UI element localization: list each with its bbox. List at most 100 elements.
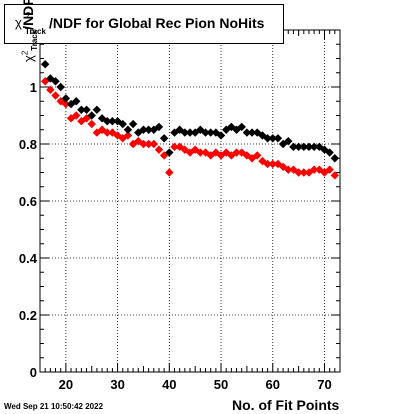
x-axis-label: No. of Fit Points (232, 397, 340, 413)
red-series-point (97, 125, 107, 134)
red-series-point (46, 85, 55, 95)
red-series-point (330, 171, 340, 180)
red-series-point (304, 168, 314, 177)
red-series-point (72, 111, 81, 120)
black-series-point (103, 117, 112, 126)
black-series-point (159, 134, 169, 143)
red-series-point (40, 77, 50, 86)
black-series-point (87, 111, 96, 120)
black-series-point (123, 125, 133, 134)
black-series-point (82, 105, 91, 114)
black-series-point (289, 142, 298, 152)
x-tick-label: 40 (162, 377, 176, 392)
red-series-point (268, 159, 277, 169)
black-series-point (170, 128, 179, 137)
title-chi-symbol: χ (15, 15, 22, 30)
red-series-point (139, 139, 148, 149)
black-series-point (165, 148, 174, 157)
red-series-point (309, 165, 319, 174)
red-series-point (154, 145, 164, 154)
y-tick-label: 0.8 (19, 137, 37, 152)
black-series-point (144, 125, 153, 134)
red-series-point (196, 148, 205, 157)
black-series-point (77, 105, 86, 114)
y-tick-label: 0.2 (19, 308, 37, 323)
black-series-point (263, 134, 272, 143)
red-series-point (123, 131, 133, 140)
red-series-point (87, 119, 96, 129)
red-series-point (170, 142, 179, 152)
ylabel-subscript: Track (29, 29, 39, 51)
black-series-point (113, 117, 122, 126)
ylabel-chi-symbol: χ (21, 55, 36, 62)
red-series-point (51, 91, 60, 100)
red-series-point (253, 151, 262, 160)
black-series-point (61, 94, 71, 103)
black-series-point (325, 148, 334, 157)
x-tick-label: 20 (59, 377, 73, 392)
black-series-point (216, 131, 226, 140)
black-series-point (309, 142, 319, 152)
black-series-point (175, 125, 184, 134)
black-series-point (273, 134, 283, 143)
black-series-point (299, 142, 308, 152)
black-series-point (108, 117, 117, 126)
chart-title: /NDF for Global Rec Pion NoHits (49, 15, 265, 31)
timestamp-label: Wed Sep 21 10:50:42 2022 (4, 402, 104, 411)
black-series-point (247, 128, 257, 137)
black-series-point (201, 128, 210, 137)
red-series-point (56, 97, 65, 106)
ylabel-superscript: 2 (20, 50, 30, 56)
black-series-point (294, 142, 303, 152)
black-series-point (139, 125, 148, 134)
black-series-point (92, 105, 102, 114)
red-series-point (144, 139, 153, 149)
red-series-point (320, 168, 329, 177)
x-tick-label: 50 (214, 377, 228, 392)
red-series-point (232, 148, 241, 157)
black-series-point (128, 119, 138, 129)
red-series-point (61, 99, 71, 109)
black-series-point (268, 134, 277, 143)
red-series-point (247, 154, 257, 163)
red-series-point (263, 159, 272, 169)
red-series-point (103, 128, 112, 137)
red-series-point (284, 165, 293, 174)
red-series-point (165, 168, 174, 177)
black-series-point (237, 122, 246, 132)
black-series-point (304, 142, 314, 152)
x-tick-label: 60 (266, 377, 280, 392)
black-series-point (242, 128, 252, 137)
y-tick-label: 0.6 (19, 194, 37, 209)
red-series-point (325, 165, 334, 174)
black-series-point (72, 97, 81, 106)
y-tick-label: 0 (30, 365, 37, 380)
x-tick-label: 70 (317, 377, 331, 392)
black-series-point (185, 128, 195, 137)
black-series-point (118, 119, 127, 129)
y-tick-label: 0.4 (19, 251, 38, 266)
chart-title-box: χ 2 Track /NDF for Global Rec Pion NoHit… (4, 4, 284, 44)
grid-layer (40, 30, 340, 372)
black-series-point (97, 114, 107, 123)
black-series-point (40, 60, 50, 69)
black-series-point (46, 74, 55, 83)
y-tick-label: 1 (30, 80, 37, 95)
red-series-point (149, 139, 158, 149)
title-superscript: 2 (26, 11, 31, 20)
black-series-point (51, 77, 60, 86)
red-series-point (299, 168, 308, 177)
x-tick-label: 30 (110, 377, 124, 392)
black-series-point (56, 82, 65, 92)
title-subscript: Track (25, 27, 46, 36)
red-series-point (294, 168, 303, 177)
y-axis-label: χ2Track/NDF (20, 0, 39, 62)
black-series-point (180, 128, 190, 137)
black-series-point (330, 154, 340, 163)
ylabel-rest: /NDF (20, 0, 36, 30)
black-series-point (232, 125, 241, 134)
black-series-point (154, 122, 164, 132)
black-series-point (284, 136, 293, 146)
